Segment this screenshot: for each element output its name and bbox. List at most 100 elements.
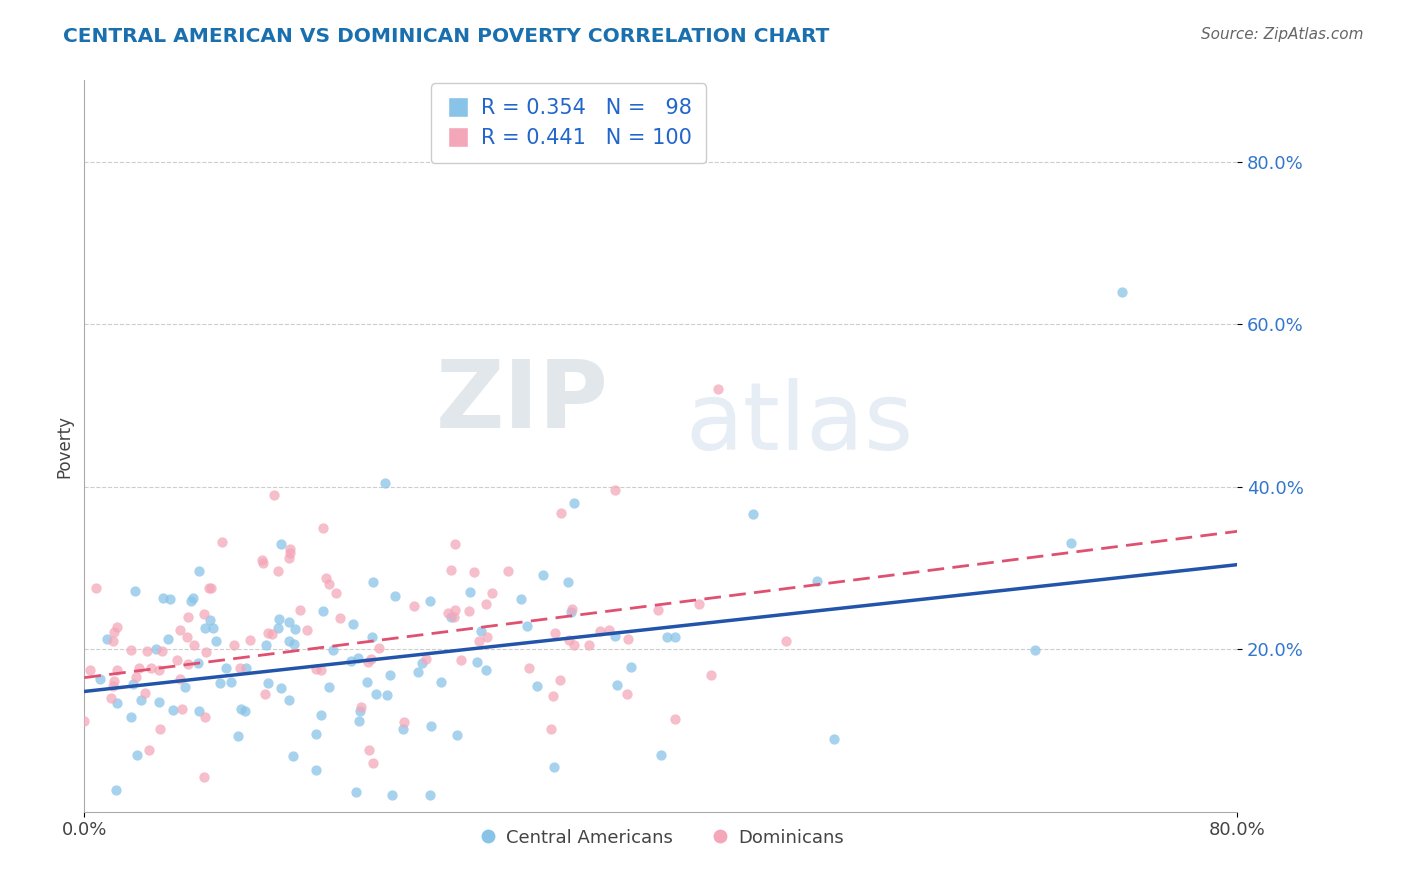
Point	[322, 643, 344, 657]
Point	[187, 656, 209, 670]
Point	[120, 709, 142, 723]
Point	[392, 714, 415, 729]
Point	[475, 597, 498, 611]
Point	[419, 719, 441, 733]
Point	[475, 630, 498, 644]
Point	[250, 553, 273, 567]
Point	[139, 661, 162, 675]
Point	[174, 681, 197, 695]
Point	[444, 603, 467, 617]
Point	[775, 634, 797, 648]
Point	[664, 712, 686, 726]
Point	[475, 663, 498, 677]
Point	[96, 632, 118, 646]
Point	[205, 634, 228, 648]
Point	[202, 621, 225, 635]
Point	[311, 520, 333, 534]
Point	[157, 632, 180, 647]
Point	[288, 603, 311, 617]
Point	[440, 610, 463, 624]
Point	[446, 728, 468, 742]
Point	[278, 541, 301, 556]
Point	[347, 714, 370, 728]
Point	[463, 566, 485, 580]
Point	[1024, 643, 1046, 657]
Point	[235, 661, 257, 675]
Point	[543, 760, 565, 774]
Point	[392, 722, 415, 736]
Point	[277, 634, 299, 648]
Point	[481, 586, 503, 600]
Point	[239, 632, 262, 647]
Point	[129, 693, 152, 707]
Point	[149, 723, 172, 737]
Point	[368, 641, 391, 656]
Point	[125, 670, 148, 684]
Point	[187, 704, 209, 718]
Point	[101, 633, 124, 648]
Point	[256, 626, 278, 640]
Point	[224, 638, 246, 652]
Point	[270, 681, 292, 695]
Point	[215, 661, 238, 675]
Text: ZIP: ZIP	[436, 356, 609, 448]
Point	[346, 651, 368, 665]
Point	[150, 644, 173, 658]
Point	[134, 686, 156, 700]
Point	[550, 506, 572, 520]
Point	[89, 672, 111, 686]
Point	[1111, 285, 1133, 299]
Point	[177, 657, 200, 671]
Point	[198, 614, 221, 628]
Point	[381, 789, 404, 803]
Point	[562, 638, 585, 652]
Point	[304, 763, 326, 777]
Point	[540, 722, 562, 736]
Point	[378, 668, 401, 682]
Point	[315, 571, 337, 585]
Point	[283, 638, 305, 652]
Point	[548, 673, 571, 688]
Point	[356, 675, 378, 690]
Point	[188, 564, 211, 578]
Point	[125, 747, 148, 762]
Point	[100, 690, 122, 705]
Point	[589, 624, 612, 638]
Point	[267, 621, 290, 635]
Point	[120, 642, 142, 657]
Point	[311, 708, 333, 723]
Point	[616, 687, 638, 701]
Point	[226, 729, 249, 743]
Point	[516, 618, 538, 632]
Point	[560, 605, 582, 619]
Point	[253, 687, 276, 701]
Point	[561, 602, 583, 616]
Point	[266, 564, 288, 578]
Point	[103, 673, 125, 688]
Point	[304, 727, 326, 741]
Point	[444, 537, 467, 551]
Point	[169, 623, 191, 637]
Point	[73, 714, 96, 729]
Point	[707, 382, 730, 396]
Point	[531, 567, 554, 582]
Point	[700, 667, 723, 681]
Point	[543, 626, 565, 640]
Point	[361, 574, 384, 589]
Point	[221, 674, 243, 689]
Point	[281, 749, 304, 764]
Point	[509, 591, 531, 606]
Point	[357, 655, 380, 669]
Point	[384, 589, 406, 603]
Legend: Central Americans, Dominicans: Central Americans, Dominicans	[471, 822, 851, 854]
Point	[278, 615, 301, 629]
Point	[657, 630, 679, 644]
Point	[806, 574, 828, 589]
Point	[436, 606, 458, 620]
Point	[200, 581, 222, 595]
Point	[145, 642, 167, 657]
Point	[79, 663, 101, 677]
Point	[284, 623, 307, 637]
Point	[617, 632, 640, 647]
Point	[270, 537, 292, 551]
